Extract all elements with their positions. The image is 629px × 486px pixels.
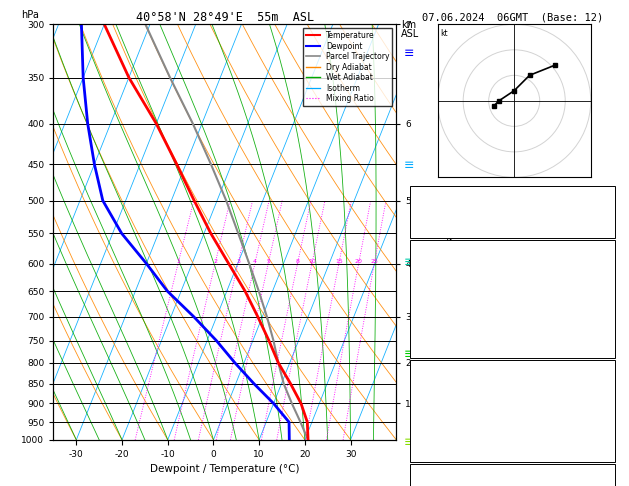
Text: PW (cm): PW (cm) — [414, 225, 450, 234]
Text: ≡: ≡ — [404, 348, 415, 361]
Text: 2: 2 — [606, 416, 611, 424]
Text: 20: 20 — [355, 259, 362, 263]
Text: 2: 2 — [606, 312, 611, 321]
Text: 25: 25 — [370, 259, 378, 263]
Text: 5: 5 — [266, 259, 270, 263]
Text: CIN (J): CIN (J) — [414, 345, 450, 354]
Text: 326: 326 — [595, 295, 611, 304]
Text: © weatheronline.co.uk: © weatheronline.co.uk — [464, 470, 561, 479]
Text: 326: 326 — [595, 399, 611, 408]
Text: Lifted Index: Lifted Index — [414, 416, 477, 424]
Legend: Temperature, Dewpoint, Parcel Trajectory, Dry Adiabat, Wet Adiabat, Isotherm, Mi: Temperature, Dewpoint, Parcel Trajectory… — [303, 28, 392, 106]
Text: 27: 27 — [600, 192, 611, 201]
Text: hPa: hPa — [21, 10, 39, 20]
Text: ≡: ≡ — [404, 256, 415, 269]
Text: K: K — [414, 192, 419, 201]
Text: 3.07: 3.07 — [590, 225, 611, 234]
Text: 15: 15 — [335, 259, 343, 263]
Text: 4: 4 — [253, 259, 257, 263]
X-axis label: Dewpoint / Temperature (°C): Dewpoint / Temperature (°C) — [150, 464, 299, 474]
Text: 8: 8 — [296, 259, 299, 263]
Text: 1: 1 — [176, 259, 180, 263]
Text: 10: 10 — [308, 259, 316, 263]
Text: Dewp (°C): Dewp (°C) — [414, 279, 461, 288]
Text: 07.06.2024  06GMT  (Base: 12): 07.06.2024 06GMT (Base: 12) — [422, 12, 603, 22]
Text: CAPE (J): CAPE (J) — [414, 432, 456, 441]
Text: 0: 0 — [606, 432, 611, 441]
Text: 16.6: 16.6 — [590, 279, 611, 288]
Text: 20.7: 20.7 — [590, 262, 611, 271]
Text: 1009: 1009 — [590, 382, 611, 391]
Text: CAPE (J): CAPE (J) — [414, 329, 456, 337]
Text: Temp (°C): Temp (°C) — [414, 262, 461, 271]
Text: CIN (J): CIN (J) — [414, 449, 450, 457]
Text: 0: 0 — [606, 449, 611, 457]
Text: 0: 0 — [606, 345, 611, 354]
Text: 2: 2 — [213, 259, 217, 263]
Text: km: km — [401, 20, 416, 31]
Text: θₑ (K): θₑ (K) — [414, 399, 445, 408]
Text: kt: kt — [440, 29, 448, 38]
Text: ASL: ASL — [401, 29, 420, 39]
Text: Totals Totals: Totals Totals — [414, 208, 482, 217]
Text: 45: 45 — [600, 208, 611, 217]
Text: Lifted Index: Lifted Index — [414, 312, 477, 321]
Text: ≡: ≡ — [404, 47, 415, 60]
Text: Hodograph: Hodograph — [489, 469, 536, 478]
Text: Mixing Ratio (g/kg): Mixing Ratio (g/kg) — [448, 189, 457, 275]
Text: Most Unstable: Most Unstable — [478, 366, 547, 375]
Text: ≡: ≡ — [404, 159, 415, 172]
Title: 40°58'N 28°49'E  55m  ASL: 40°58'N 28°49'E 55m ASL — [136, 11, 314, 24]
Text: Surface: Surface — [494, 246, 531, 255]
Text: θₑ(K): θₑ(K) — [414, 295, 440, 304]
Text: Pressure (mb): Pressure (mb) — [414, 382, 482, 391]
Text: 0: 0 — [606, 329, 611, 337]
Text: LCL: LCL — [491, 421, 507, 430]
Text: ≡: ≡ — [404, 436, 415, 449]
Text: 3: 3 — [236, 259, 240, 263]
